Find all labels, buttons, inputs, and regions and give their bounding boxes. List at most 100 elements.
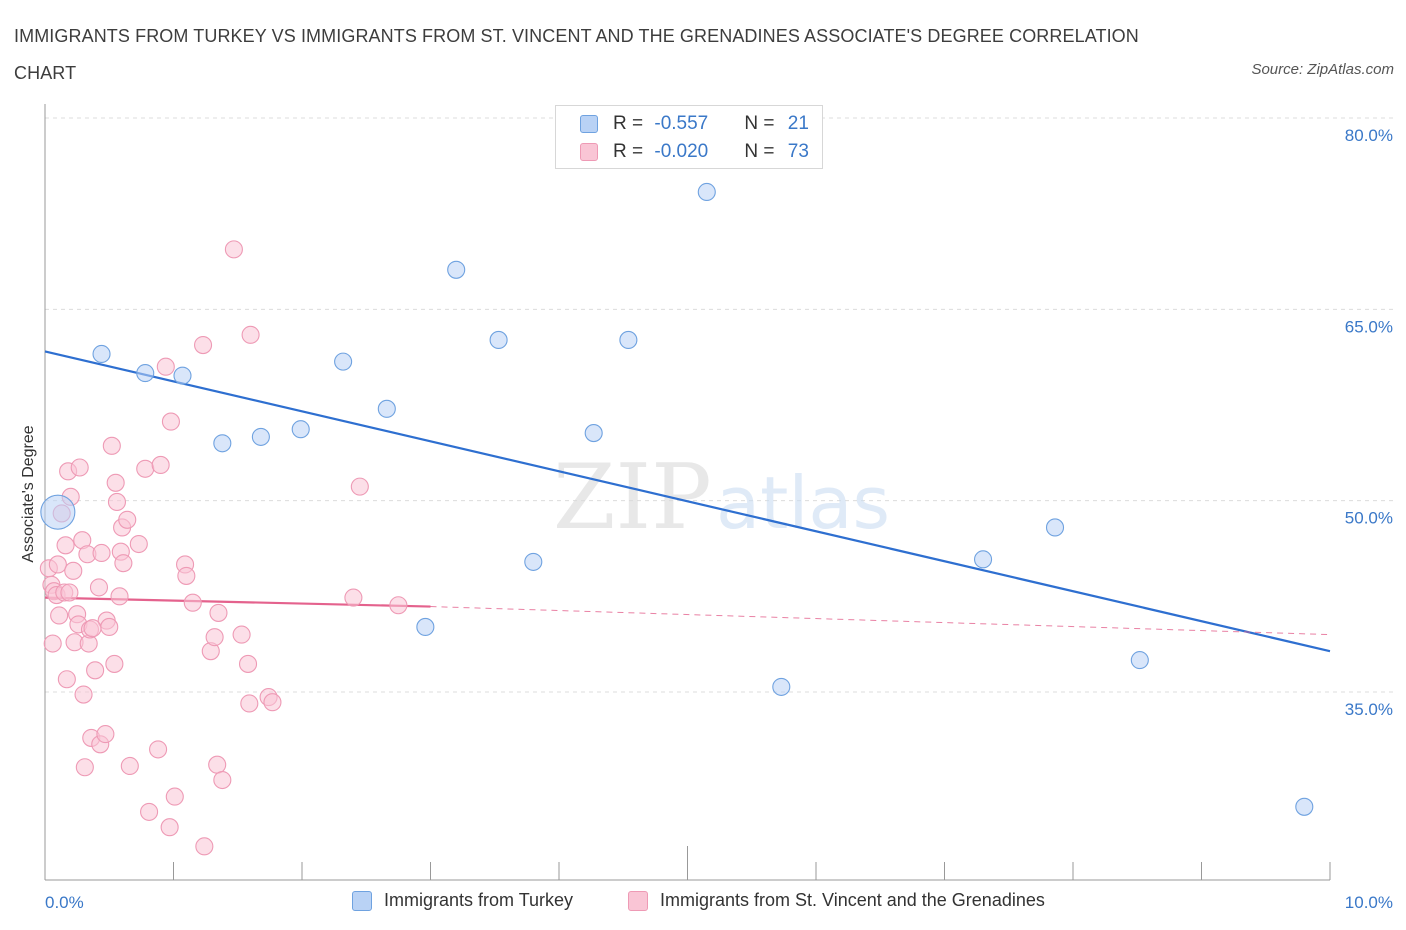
point-turkey [251, 427, 270, 446]
point-stvincent [160, 818, 179, 837]
legend-n-value: 21 [787, 113, 809, 134]
data-points [39, 182, 1314, 856]
legend-r-value: -0.557 [654, 113, 709, 134]
point-stvincent [194, 335, 213, 355]
point-turkey [524, 552, 543, 571]
point-stvincent [156, 357, 175, 376]
trend-line-extended-stvincent [430, 606, 1331, 636]
point-stvincent [177, 566, 196, 585]
point-stvincent [263, 693, 282, 712]
legend-n-label: N = [744, 141, 780, 162]
point-stvincent [240, 694, 259, 713]
point-turkey [697, 182, 716, 202]
point-stvincent [183, 593, 202, 612]
point-stvincent [106, 473, 125, 492]
point-turkey [1045, 518, 1065, 537]
point-stvincent [75, 758, 94, 777]
point-stvincent [129, 534, 148, 554]
source-label: Source: ZipAtlas.com [1251, 61, 1394, 78]
point-turkey [40, 494, 76, 530]
point-stvincent [89, 578, 109, 597]
point-stvincent [213, 770, 232, 790]
point-turkey [447, 260, 466, 279]
legend-row-stvincent: R = -0.020 N = 73 [580, 139, 809, 165]
point-stvincent [165, 787, 184, 806]
point-stvincent [149, 740, 168, 759]
point-stvincent [48, 555, 67, 574]
point-stvincent [208, 755, 227, 774]
point-turkey [619, 330, 638, 349]
point-stvincent [100, 617, 119, 636]
point-turkey [334, 352, 353, 371]
axes [44, 104, 1331, 881]
trend-line-stvincent [44, 596, 431, 608]
point-stvincent [161, 412, 180, 431]
point-turkey [489, 330, 508, 349]
point-turkey [136, 364, 155, 383]
point-stvincent [102, 436, 121, 455]
point-stvincent [96, 725, 115, 744]
point-turkey [173, 366, 192, 385]
point-stvincent [136, 459, 155, 478]
y-tick-label: 50.0% [1345, 509, 1393, 528]
legend-r-label: R = [613, 141, 649, 162]
point-stvincent [92, 543, 111, 563]
point-stvincent [86, 661, 105, 680]
point-turkey [584, 424, 603, 443]
point-stvincent [83, 619, 102, 638]
point-stvincent [70, 458, 89, 477]
series-legend: Immigrants from Turkey Immigrants from S… [0, 888, 1406, 916]
point-stvincent [350, 477, 369, 496]
legend-n-label: N = [744, 113, 780, 134]
point-stvincent [205, 628, 224, 647]
point-turkey [213, 434, 232, 453]
point-stvincent [60, 583, 79, 602]
legend-label-stvincent: Immigrants from St. Vincent and the Gren… [660, 890, 1045, 910]
point-stvincent [209, 603, 228, 622]
grid-lines [45, 117, 1395, 693]
point-stvincent [238, 654, 258, 673]
legend-item-turkey: Immigrants from Turkey [352, 890, 573, 911]
point-stvincent [57, 670, 76, 689]
point-stvincent [195, 837, 214, 856]
point-stvincent [120, 756, 139, 776]
point-turkey [416, 617, 435, 636]
point-stvincent [241, 325, 260, 344]
point-turkey [92, 344, 111, 364]
correlation-legend: R = -0.557 N = 21 R = -0.020 N = 73 [555, 105, 823, 169]
y-tick-label: 35.0% [1345, 700, 1393, 719]
point-stvincent [107, 492, 127, 511]
point-turkey [973, 550, 993, 569]
trend-lines [44, 350, 1331, 653]
legend-swatch-turkey [352, 890, 372, 911]
trend-line-turkey [44, 350, 1331, 653]
y-tick-label: 80.0% [1345, 126, 1393, 145]
point-stvincent [114, 554, 133, 573]
point-stvincent [50, 606, 69, 625]
point-turkey [772, 677, 791, 696]
legend-swatch-stvincent [580, 143, 598, 161]
tick-labels: 80.0% 65.0% 50.0% 35.0% 0.0% 10.0% [45, 126, 1393, 912]
point-stvincent [389, 596, 408, 615]
point-stvincent [105, 654, 124, 673]
watermark-zip: ZIP [553, 445, 712, 550]
point-turkey [377, 399, 396, 418]
point-turkey [1295, 797, 1314, 816]
legend-n-value: 73 [787, 141, 809, 162]
y-axis-label: Associate's Degree [20, 425, 37, 562]
point-stvincent [43, 634, 62, 653]
legend-item-stvincent: Immigrants from St. Vincent and the Gren… [628, 890, 1045, 911]
point-stvincent [56, 536, 75, 555]
legend-r-label: R = [613, 113, 649, 134]
point-stvincent [232, 625, 251, 644]
chart-title: IMMIGRANTS FROM TURKEY VS IMMIGRANTS FRO… [14, 26, 1139, 83]
x-tick-label: 10.0% [1345, 893, 1393, 912]
legend-swatch-turkey [580, 115, 598, 133]
y-tick-label: 65.0% [1345, 317, 1393, 336]
point-stvincent [118, 510, 137, 529]
x-tick-label: 0.0% [45, 893, 84, 912]
point-stvincent [110, 587, 129, 606]
point-stvincent [224, 240, 243, 259]
legend-row-turkey: R = -0.557 N = 21 [580, 111, 809, 137]
